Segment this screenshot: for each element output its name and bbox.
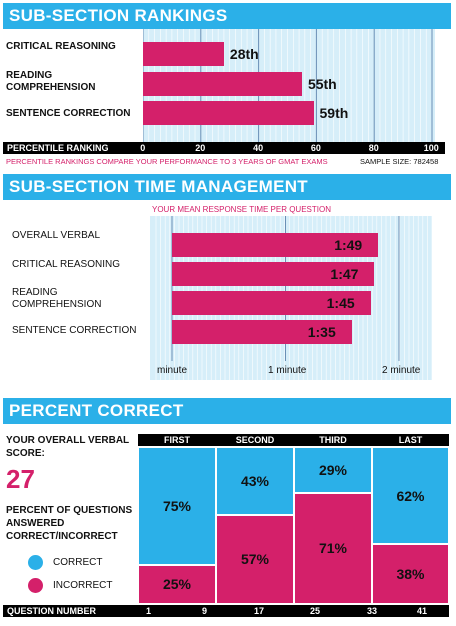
cell-first-correct: 75% bbox=[138, 447, 216, 565]
time-title: SUB-SECTION TIME MANAGEMENT bbox=[3, 174, 451, 200]
rank-tick-60: 60 bbox=[310, 143, 321, 153]
cell-first-incorrect: 25% bbox=[138, 564, 216, 604]
rank-value-sentence: 59th bbox=[319, 105, 349, 121]
percent-title: PERCENT CORRECT bbox=[3, 398, 451, 424]
time-subtitle: YOUR MEAN RESPONSE TIME PER QUESTION bbox=[152, 205, 331, 214]
time-bar-critical bbox=[172, 262, 375, 286]
q-tick-33: 33 bbox=[367, 606, 378, 616]
cell-second-correct: 43% bbox=[216, 447, 294, 515]
col-head-first: FIRST bbox=[164, 435, 190, 445]
rank-bar-critical bbox=[143, 42, 224, 66]
legend-correct-label: CORRECT bbox=[53, 557, 103, 568]
rank-axis-title: PERCENTILE RANKING bbox=[7, 143, 109, 153]
rank-tick-100: 100 bbox=[423, 143, 439, 153]
time-bar-reading bbox=[172, 291, 371, 315]
rank-value-critical: 28th bbox=[229, 46, 259, 62]
legend-correct-swatch bbox=[28, 555, 43, 570]
time-bar-overall bbox=[172, 233, 379, 257]
time-value-sentence: 1:35 bbox=[307, 324, 336, 340]
time-value-overall: 1:49 bbox=[334, 237, 363, 253]
q-tick-9: 9 bbox=[202, 606, 208, 616]
time-tick-1-minute: 1 minute bbox=[268, 365, 307, 376]
cell-last-incorrect: 38% bbox=[372, 544, 449, 604]
time-label-critical: CRITICAL REASONING bbox=[12, 259, 120, 270]
rank-note: PERCENTILE RANKINGS COMPARE YOUR PERFORM… bbox=[6, 157, 328, 166]
rank-tick-0: 0 bbox=[140, 143, 146, 153]
question-axis-bar: QUESTION NUMBER bbox=[3, 605, 449, 617]
cell-third-correct: 29% bbox=[294, 447, 372, 493]
q-tick-17: 17 bbox=[254, 606, 265, 616]
legend-incorrect-label: INCORRECT bbox=[53, 580, 113, 591]
cell-last-correct: 62% bbox=[372, 447, 449, 545]
q-tick-1: 1 bbox=[146, 606, 152, 616]
verbal-score-label: YOUR OVERALL VERBAL SCORE: bbox=[6, 435, 129, 459]
answered-label: PERCENT OF QUESTIONS ANSWERED CORRECT/IN… bbox=[6, 505, 133, 542]
time-value-reading: 1:45 bbox=[326, 295, 355, 311]
rank-bar-sentence bbox=[143, 101, 314, 125]
rank-tick-20: 20 bbox=[195, 143, 206, 153]
col-head-last: LAST bbox=[398, 435, 423, 445]
q-tick-41: 41 bbox=[417, 606, 428, 616]
col-head-second: SECOND bbox=[235, 435, 275, 445]
time-label-overall: OVERALL VERBAL bbox=[12, 230, 101, 241]
time-value-critical: 1:47 bbox=[330, 266, 359, 282]
rank-value-reading: 55th bbox=[307, 76, 337, 92]
rank-label-reading: READING COMPREHENSION bbox=[6, 70, 96, 93]
rankings-title: SUB-SECTION RANKINGS bbox=[3, 3, 451, 29]
cell-second-incorrect: 57% bbox=[216, 514, 294, 604]
q-tick-25: 25 bbox=[310, 606, 321, 616]
cell-third-incorrect: 71% bbox=[294, 492, 372, 604]
rank-sample-size: SAMPLE SIZE: 782458 bbox=[360, 157, 439, 166]
rank-tick-80: 80 bbox=[368, 143, 379, 153]
time-label-reading: READING COMPREHENSION bbox=[12, 287, 102, 310]
legend-incorrect-swatch bbox=[28, 578, 43, 593]
time-tick-minute: minute bbox=[157, 365, 188, 376]
time-tick-2-minute: 2 minute bbox=[382, 365, 421, 376]
rank-axis-bar: PERCENTILE RANKING bbox=[3, 142, 445, 154]
time-label-sentence: SENTENCE CORRECTION bbox=[12, 325, 137, 336]
verbal-score-value: 27 bbox=[6, 464, 35, 494]
rank-tick-40: 40 bbox=[253, 143, 264, 153]
question-axis-title: QUESTION NUMBER bbox=[7, 606, 97, 616]
rank-label-sentence: SENTENCE CORRECTION bbox=[6, 108, 131, 119]
col-head-third: THIRD bbox=[319, 435, 347, 445]
rank-label-critical: CRITICAL REASONING bbox=[6, 41, 116, 52]
rank-bar-reading bbox=[143, 72, 302, 96]
time-bar-sentence bbox=[172, 320, 352, 344]
percent-column-header-bar bbox=[138, 434, 449, 446]
